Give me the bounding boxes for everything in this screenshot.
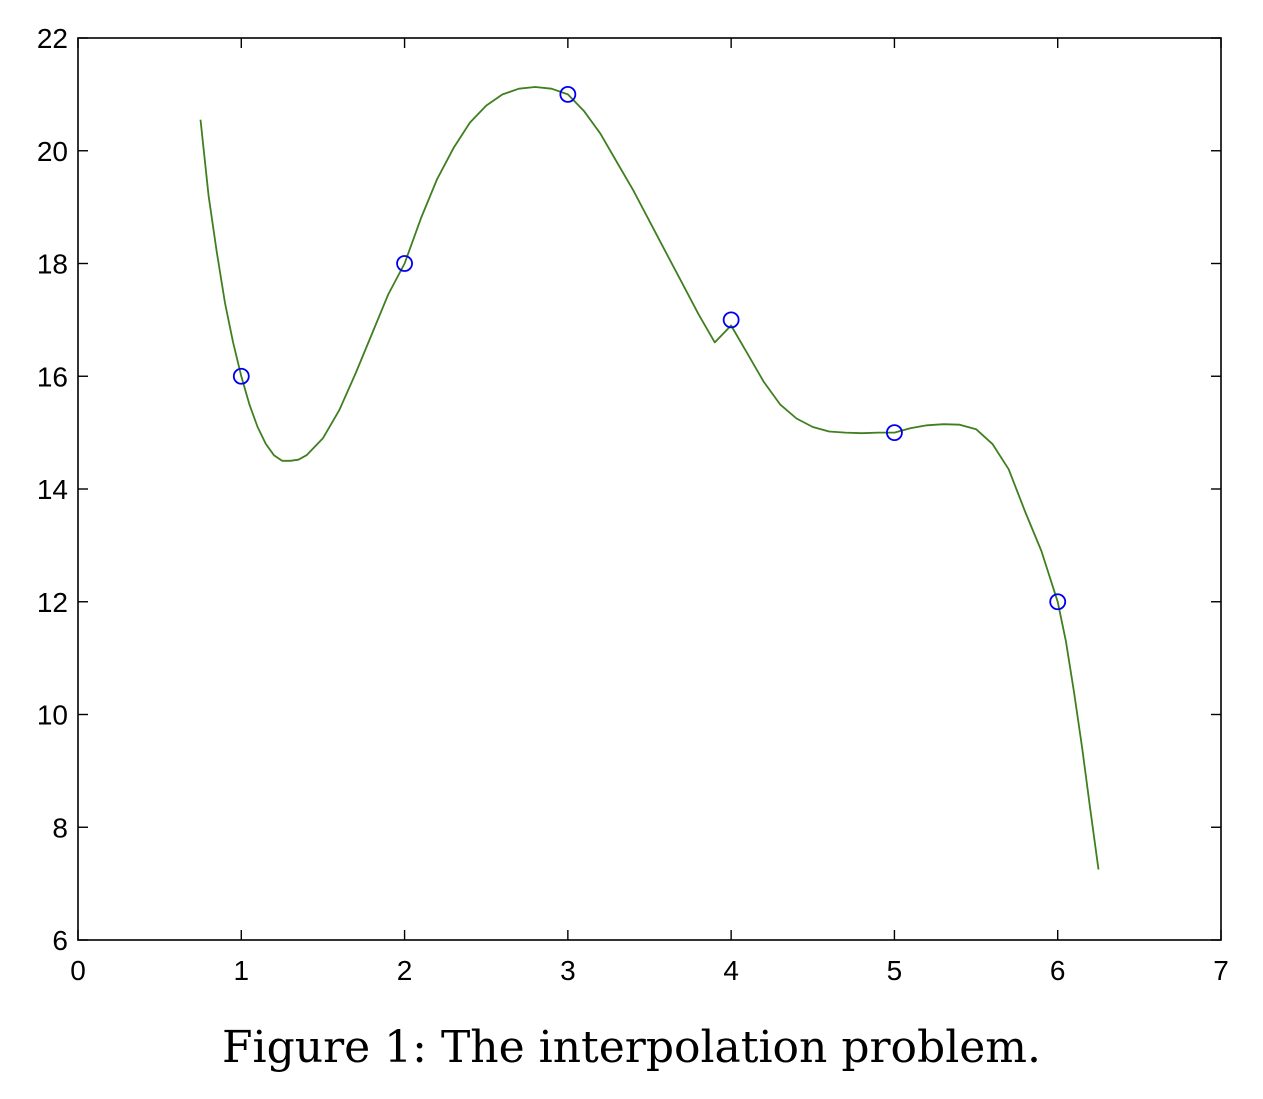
y-tick-label: 18 — [37, 249, 68, 280]
data-point-marker — [1049, 593, 1067, 611]
plot-frame — [77, 37, 1222, 941]
y-tick-label: 20 — [37, 136, 68, 167]
figure-caption: Figure 1: The interpolation problem. — [221, 1022, 1042, 1073]
x-tick-label: 3 — [560, 955, 576, 986]
x-tick-label: 6 — [1050, 955, 1066, 986]
data-point-marker — [232, 367, 250, 385]
x-tick-label: 7 — [1213, 955, 1229, 986]
y-tick-label: 22 — [37, 23, 68, 54]
data-point-marker — [722, 311, 740, 329]
y-tick-label: 16 — [37, 361, 68, 392]
y-tick-label: 12 — [37, 587, 68, 618]
y-tick-label: 6 — [52, 925, 68, 956]
y-tick-label: 14 — [37, 474, 68, 505]
x-tick-label: 4 — [723, 955, 739, 986]
data-point-marker — [396, 255, 413, 272]
x-tick-label: 0 — [70, 955, 86, 986]
y-tick-label: 8 — [52, 812, 68, 843]
data-point-marker — [886, 424, 903, 442]
y-tick-label: 10 — [37, 700, 68, 731]
x-tick-label: 2 — [397, 955, 413, 986]
interpolating-curve-layer — [199, 86, 1100, 870]
x-tick-label: 5 — [887, 955, 903, 986]
data-point-marker — [559, 85, 577, 103]
interpolating-curve — [199, 86, 1100, 870]
data-points-layer — [232, 85, 1067, 611]
x-tick-label: 1 — [233, 955, 249, 986]
